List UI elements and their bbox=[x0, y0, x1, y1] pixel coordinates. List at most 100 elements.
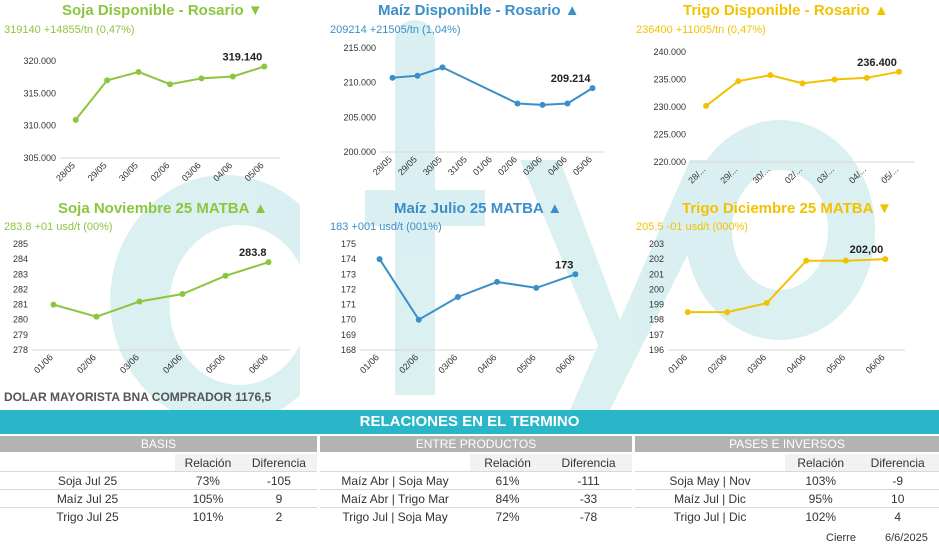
row-dif: 10 bbox=[856, 489, 939, 507]
col-relacion: Relación bbox=[175, 454, 241, 471]
table-row: Trigo Jul 25 101% 2 bbox=[0, 507, 317, 525]
y-tick-label: 220.000 bbox=[653, 157, 686, 167]
x-tick-label: 02/06 bbox=[397, 352, 420, 375]
x-tick-label: 29/05 bbox=[86, 160, 109, 183]
chart-trigo-diciembre: 196 197 198 199 200 201 202 203 01/06 02/06 03/06 0… bbox=[649, 239, 905, 375]
data-point bbox=[167, 81, 173, 88]
data-point bbox=[136, 298, 143, 305]
data-point bbox=[564, 100, 571, 107]
data-point bbox=[895, 68, 902, 75]
chart-title: Maíz Julio 25 MATBA ▲ bbox=[394, 200, 562, 217]
data-point bbox=[763, 300, 770, 307]
data-point bbox=[803, 257, 810, 264]
y-tick-label: 202 bbox=[649, 254, 664, 264]
y-tick-label: 278 bbox=[13, 345, 28, 355]
y-tick-label: 175 bbox=[341, 239, 356, 249]
x-tick-label: 02/06 bbox=[496, 154, 519, 177]
table-row: Soja Jul 25 73% -105 bbox=[0, 471, 317, 489]
x-tick-label: 06/06 bbox=[554, 352, 577, 375]
y-tick-label: 285 bbox=[13, 239, 28, 249]
row-rel: 102% bbox=[785, 507, 857, 525]
data-point bbox=[703, 102, 710, 109]
series-line bbox=[687, 258, 886, 314]
x-tick-label: 04/06 bbox=[161, 352, 184, 375]
data-point bbox=[229, 73, 236, 80]
y-tick-label: 320.000 bbox=[23, 56, 56, 66]
table-row: Soja May | Nov 103% -9 bbox=[635, 471, 939, 489]
series-line bbox=[378, 258, 576, 322]
data-point bbox=[514, 100, 521, 107]
y-tick-label: 210.000 bbox=[343, 78, 376, 88]
row-rel: 84% bbox=[470, 489, 546, 507]
x-tick-label: 03/... bbox=[815, 164, 836, 185]
x-tick-label: 05/06 bbox=[571, 154, 594, 177]
data-point bbox=[415, 316, 422, 323]
data-point bbox=[135, 68, 142, 75]
chart-subtitle: 183 +001 usd/t (001%) bbox=[330, 221, 442, 233]
y-tick-label: 173 bbox=[341, 269, 356, 279]
y-tick-label: 283 bbox=[13, 269, 28, 279]
row-dif: -111 bbox=[545, 471, 632, 489]
series-line bbox=[705, 70, 900, 107]
chart-title: Trigo Disponible - Rosario ▲ bbox=[683, 2, 889, 19]
x-tick-label: 28/05 bbox=[371, 154, 394, 177]
trend-arrow: ▲ bbox=[547, 200, 563, 217]
row-dif: -33 bbox=[545, 489, 632, 507]
col-diferencia: Diferencia bbox=[240, 454, 317, 471]
data-point bbox=[831, 76, 838, 83]
chart-subtitle: 283.8 +01 usd/t (00%) bbox=[4, 221, 113, 233]
data-point bbox=[179, 290, 186, 297]
table-entre-productos: Relación Diferencia Maíz Abr | Soja May 61… bbox=[320, 454, 632, 525]
chart-title: Soja Disponible - Rosario ▼ bbox=[62, 2, 263, 19]
row-dif: 4 bbox=[856, 507, 939, 525]
x-tick-label: 03/06 bbox=[118, 352, 141, 375]
x-tick-label: 05/06 bbox=[243, 160, 266, 183]
x-tick-label: 29/05 bbox=[396, 154, 419, 177]
chart-subtitle: 205.5 -01 usd/t (000%) bbox=[636, 221, 748, 233]
x-tick-label: 04/... bbox=[847, 164, 868, 185]
group-title-pases: PASES E INVERSOS bbox=[635, 436, 939, 452]
row-dif: -78 bbox=[545, 507, 632, 525]
trend-arrow: ▼ bbox=[877, 200, 892, 217]
x-tick-label: 02/06 bbox=[148, 160, 171, 183]
x-tick-label: 03/06 bbox=[180, 160, 203, 183]
x-tick-label: 28/... bbox=[686, 164, 707, 185]
last-value-label: 202,00 bbox=[850, 244, 884, 256]
trend-arrow: ▲ bbox=[253, 200, 268, 217]
table-pases: Relación Diferencia Soja May | Nov 103% -9 … bbox=[635, 454, 939, 525]
data-point bbox=[863, 74, 870, 81]
table-basis: Relación Diferencia Soja Jul 25 73% -105 Ma… bbox=[0, 454, 317, 525]
row-rel: 73% bbox=[175, 471, 241, 489]
chart-subtitle: 236400 +11005/tn (0,47%) bbox=[636, 24, 766, 36]
x-tick-label: 04/06 bbox=[475, 352, 498, 375]
y-tick-label: 197 bbox=[649, 330, 664, 340]
row-rel: 103% bbox=[785, 471, 857, 489]
row-rel: 101% bbox=[175, 507, 241, 525]
chart-soja-disponible: 305.000 310.000 315.000 320.000 28/05 29/05 30… bbox=[23, 52, 280, 183]
y-tick-label: 199 bbox=[649, 300, 664, 310]
data-point bbox=[589, 85, 596, 92]
x-tick-label: 03/06 bbox=[436, 352, 459, 375]
y-tick-label: 305.000 bbox=[23, 153, 56, 163]
y-tick-label: 171 bbox=[341, 300, 356, 310]
data-point bbox=[265, 259, 272, 266]
data-point bbox=[104, 77, 111, 84]
x-tick-label: 28/05 bbox=[54, 160, 77, 183]
data-point bbox=[684, 309, 691, 316]
y-tick-label: 168 bbox=[341, 345, 356, 355]
data-point bbox=[572, 271, 579, 278]
row-name: Maíz Abr | Soja May bbox=[320, 471, 470, 489]
y-tick-label: 281 bbox=[13, 300, 28, 310]
data-point bbox=[799, 80, 806, 87]
x-tick-label: 05/06 bbox=[515, 352, 538, 375]
y-tick-label: 200 bbox=[649, 284, 664, 294]
x-tick-label: 02/... bbox=[783, 164, 804, 185]
data-point bbox=[842, 257, 849, 264]
table-row: Maíz Jul 25 105% 9 bbox=[0, 489, 317, 507]
series-line bbox=[74, 65, 265, 121]
trend-arrow: ▲ bbox=[873, 2, 889, 19]
last-value-label: 319.140 bbox=[223, 52, 263, 64]
y-tick-label: 196 bbox=[649, 345, 664, 355]
y-tick-label: 225.000 bbox=[653, 130, 686, 140]
x-tick-label: 31/05 bbox=[446, 154, 469, 177]
